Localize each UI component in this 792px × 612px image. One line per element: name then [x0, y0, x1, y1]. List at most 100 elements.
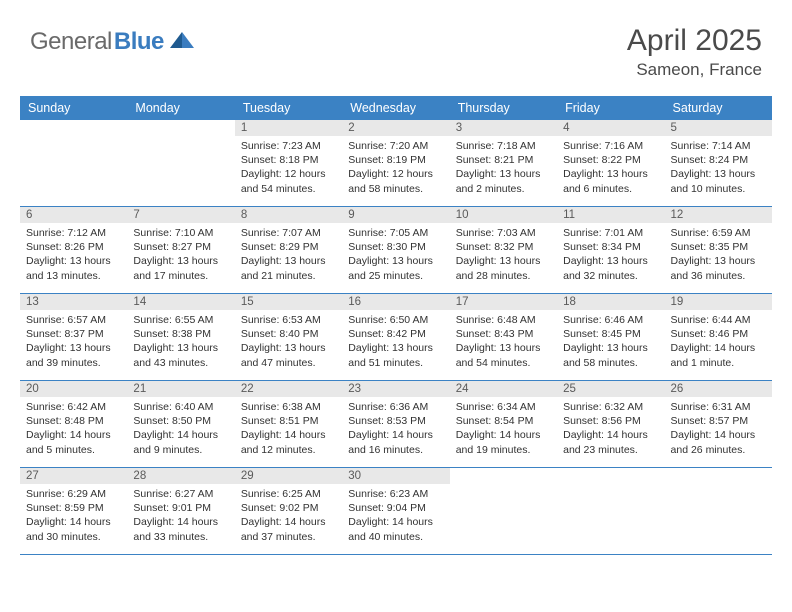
sunset-line: Sunset: 8:40 PM	[241, 327, 336, 341]
day-number: 17	[450, 294, 557, 310]
daylight-line: Daylight: 13 hours and 21 minutes.	[241, 254, 336, 282]
day-cell: 20Sunrise: 6:42 AMSunset: 8:48 PMDayligh…	[20, 381, 127, 467]
day-cell: 9Sunrise: 7:05 AMSunset: 8:30 PMDaylight…	[342, 207, 449, 293]
day-cell: 8Sunrise: 7:07 AMSunset: 8:29 PMDaylight…	[235, 207, 342, 293]
daylight-line: Daylight: 13 hours and 36 minutes.	[671, 254, 766, 282]
daylight-line: Daylight: 13 hours and 2 minutes.	[456, 167, 551, 195]
sunset-line: Sunset: 8:43 PM	[456, 327, 551, 341]
logo-triangle-icon	[168, 30, 196, 55]
day-content: Sunrise: 6:32 AMSunset: 8:56 PMDaylight:…	[557, 397, 664, 461]
sunrise-line: Sunrise: 6:42 AM	[26, 400, 121, 414]
logo-text-blue: Blue	[114, 28, 164, 56]
sunrise-line: Sunrise: 6:34 AM	[456, 400, 551, 414]
daylight-line: Daylight: 13 hours and 58 minutes.	[563, 341, 658, 369]
day-number: 12	[665, 207, 772, 223]
day-cell: 14Sunrise: 6:55 AMSunset: 8:38 PMDayligh…	[127, 294, 234, 380]
day-number: 11	[557, 207, 664, 223]
day-content: Sunrise: 7:23 AMSunset: 8:18 PMDaylight:…	[235, 136, 342, 200]
sunrise-line: Sunrise: 7:03 AM	[456, 226, 551, 240]
day-number: 15	[235, 294, 342, 310]
sunrise-line: Sunrise: 6:23 AM	[348, 487, 443, 501]
day-content: Sunrise: 6:23 AMSunset: 9:04 PMDaylight:…	[342, 484, 449, 548]
day-number: 2	[342, 120, 449, 136]
sunrise-line: Sunrise: 7:23 AM	[241, 139, 336, 153]
day-header: Tuesday	[235, 96, 342, 120]
day-cell: 11Sunrise: 7:01 AMSunset: 8:34 PMDayligh…	[557, 207, 664, 293]
day-number: 29	[235, 468, 342, 484]
day-number: 3	[450, 120, 557, 136]
sunset-line: Sunset: 8:37 PM	[26, 327, 121, 341]
day-number: 18	[557, 294, 664, 310]
sunrise-line: Sunrise: 6:29 AM	[26, 487, 121, 501]
daylight-line: Daylight: 13 hours and 39 minutes.	[26, 341, 121, 369]
day-cell: 27Sunrise: 6:29 AMSunset: 8:59 PMDayligh…	[20, 468, 127, 554]
day-content: Sunrise: 6:53 AMSunset: 8:40 PMDaylight:…	[235, 310, 342, 374]
sunrise-line: Sunrise: 6:57 AM	[26, 313, 121, 327]
sunrise-line: Sunrise: 6:31 AM	[671, 400, 766, 414]
sunset-line: Sunset: 8:21 PM	[456, 153, 551, 167]
day-cell: 7Sunrise: 7:10 AMSunset: 8:27 PMDaylight…	[127, 207, 234, 293]
day-number: 16	[342, 294, 449, 310]
day-number: 4	[557, 120, 664, 136]
day-content: Sunrise: 6:55 AMSunset: 8:38 PMDaylight:…	[127, 310, 234, 374]
calendar-header-row: SundayMondayTuesdayWednesdayThursdayFrid…	[20, 96, 772, 120]
day-cell: .	[127, 120, 234, 206]
day-cell: 18Sunrise: 6:46 AMSunset: 8:45 PMDayligh…	[557, 294, 664, 380]
day-number: 25	[557, 381, 664, 397]
day-cell: 22Sunrise: 6:38 AMSunset: 8:51 PMDayligh…	[235, 381, 342, 467]
day-cell: 28Sunrise: 6:27 AMSunset: 9:01 PMDayligh…	[127, 468, 234, 554]
sunset-line: Sunset: 9:04 PM	[348, 501, 443, 515]
day-cell: 30Sunrise: 6:23 AMSunset: 9:04 PMDayligh…	[342, 468, 449, 554]
sunset-line: Sunset: 8:26 PM	[26, 240, 121, 254]
daylight-line: Daylight: 13 hours and 32 minutes.	[563, 254, 658, 282]
day-number: 5	[665, 120, 772, 136]
daylight-line: Daylight: 14 hours and 23 minutes.	[563, 428, 658, 456]
day-cell: 2Sunrise: 7:20 AMSunset: 8:19 PMDaylight…	[342, 120, 449, 206]
day-content: Sunrise: 6:29 AMSunset: 8:59 PMDaylight:…	[20, 484, 127, 548]
sunrise-line: Sunrise: 7:18 AM	[456, 139, 551, 153]
day-number: 19	[665, 294, 772, 310]
day-content: Sunrise: 6:48 AMSunset: 8:43 PMDaylight:…	[450, 310, 557, 374]
week-row: 20Sunrise: 6:42 AMSunset: 8:48 PMDayligh…	[20, 381, 772, 468]
day-cell: 10Sunrise: 7:03 AMSunset: 8:32 PMDayligh…	[450, 207, 557, 293]
sunset-line: Sunset: 8:56 PM	[563, 414, 658, 428]
daylight-line: Daylight: 14 hours and 5 minutes.	[26, 428, 121, 456]
sunset-line: Sunset: 8:30 PM	[348, 240, 443, 254]
day-number: 10	[450, 207, 557, 223]
sunrise-line: Sunrise: 7:10 AM	[133, 226, 228, 240]
day-number: 22	[235, 381, 342, 397]
day-cell: 23Sunrise: 6:36 AMSunset: 8:53 PMDayligh…	[342, 381, 449, 467]
sunset-line: Sunset: 8:50 PM	[133, 414, 228, 428]
day-number: 9	[342, 207, 449, 223]
sunset-line: Sunset: 8:38 PM	[133, 327, 228, 341]
day-cell: 12Sunrise: 6:59 AMSunset: 8:35 PMDayligh…	[665, 207, 772, 293]
sunrise-line: Sunrise: 6:53 AM	[241, 313, 336, 327]
day-number: 30	[342, 468, 449, 484]
day-content: Sunrise: 7:01 AMSunset: 8:34 PMDaylight:…	[557, 223, 664, 287]
daylight-line: Daylight: 13 hours and 54 minutes.	[456, 341, 551, 369]
day-number: 24	[450, 381, 557, 397]
day-content: Sunrise: 7:05 AMSunset: 8:30 PMDaylight:…	[342, 223, 449, 287]
day-number: 27	[20, 468, 127, 484]
daylight-line: Daylight: 14 hours and 16 minutes.	[348, 428, 443, 456]
day-cell: 21Sunrise: 6:40 AMSunset: 8:50 PMDayligh…	[127, 381, 234, 467]
day-number: 28	[127, 468, 234, 484]
day-content: Sunrise: 6:36 AMSunset: 8:53 PMDaylight:…	[342, 397, 449, 461]
daylight-line: Daylight: 13 hours and 17 minutes.	[133, 254, 228, 282]
day-number: 6	[20, 207, 127, 223]
week-row: 13Sunrise: 6:57 AMSunset: 8:37 PMDayligh…	[20, 294, 772, 381]
sunset-line: Sunset: 8:57 PM	[671, 414, 766, 428]
day-number: 7	[127, 207, 234, 223]
day-cell: 6Sunrise: 7:12 AMSunset: 8:26 PMDaylight…	[20, 207, 127, 293]
sunset-line: Sunset: 8:51 PM	[241, 414, 336, 428]
sunrise-line: Sunrise: 6:48 AM	[456, 313, 551, 327]
sunset-line: Sunset: 8:32 PM	[456, 240, 551, 254]
daylight-line: Daylight: 14 hours and 26 minutes.	[671, 428, 766, 456]
daylight-line: Daylight: 14 hours and 12 minutes.	[241, 428, 336, 456]
day-cell: 3 Sunrise: 7:18 AMSunset: 8:21 PMDaylight…	[450, 120, 557, 206]
daylight-line: Daylight: 14 hours and 1 minute.	[671, 341, 766, 369]
day-content: Sunrise: 7:03 AMSunset: 8:32 PMDaylight:…	[450, 223, 557, 287]
day-content: Sunrise: 6:31 AMSunset: 8:57 PMDaylight:…	[665, 397, 772, 461]
calendar-body: ..1Sunrise: 7:23 AMSunset: 8:18 PMDaylig…	[20, 120, 772, 555]
sunset-line: Sunset: 8:45 PM	[563, 327, 658, 341]
